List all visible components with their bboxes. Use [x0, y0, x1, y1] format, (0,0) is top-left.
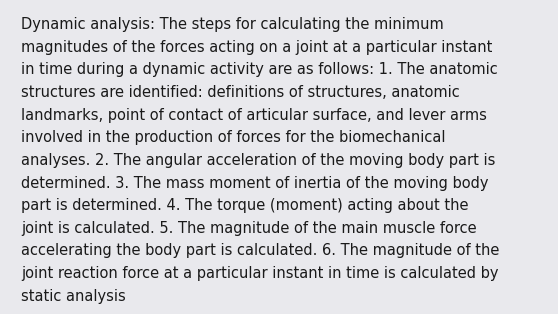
- Text: determined. 3. The mass moment of inertia of the moving body: determined. 3. The mass moment of inerti…: [21, 176, 489, 191]
- Text: analyses. 2. The angular acceleration of the moving body part is: analyses. 2. The angular acceleration of…: [21, 153, 496, 168]
- Text: joint reaction force at a particular instant in time is calculated by: joint reaction force at a particular ins…: [21, 266, 499, 281]
- Text: joint is calculated. 5. The magnitude of the main muscle force: joint is calculated. 5. The magnitude of…: [21, 221, 477, 236]
- Text: magnitudes of the forces acting on a joint at a particular instant: magnitudes of the forces acting on a joi…: [21, 40, 493, 55]
- Text: in time during a dynamic activity are as follows: 1. The anatomic: in time during a dynamic activity are as…: [21, 62, 498, 78]
- Text: Dynamic analysis: The steps for calculating the minimum: Dynamic analysis: The steps for calculat…: [21, 17, 444, 32]
- Text: part is determined. 4. The torque (moment) acting about the: part is determined. 4. The torque (momen…: [21, 198, 469, 213]
- Text: involved in the production of forces for the biomechanical: involved in the production of forces for…: [21, 130, 446, 145]
- Text: landmarks, point of contact of articular surface, and lever arms: landmarks, point of contact of articular…: [21, 108, 487, 123]
- Text: accelerating the body part is calculated. 6. The magnitude of the: accelerating the body part is calculated…: [21, 243, 499, 258]
- Text: structures are identified: definitions of structures, anatomic: structures are identified: definitions o…: [21, 85, 460, 100]
- Text: static analysis: static analysis: [21, 289, 126, 304]
